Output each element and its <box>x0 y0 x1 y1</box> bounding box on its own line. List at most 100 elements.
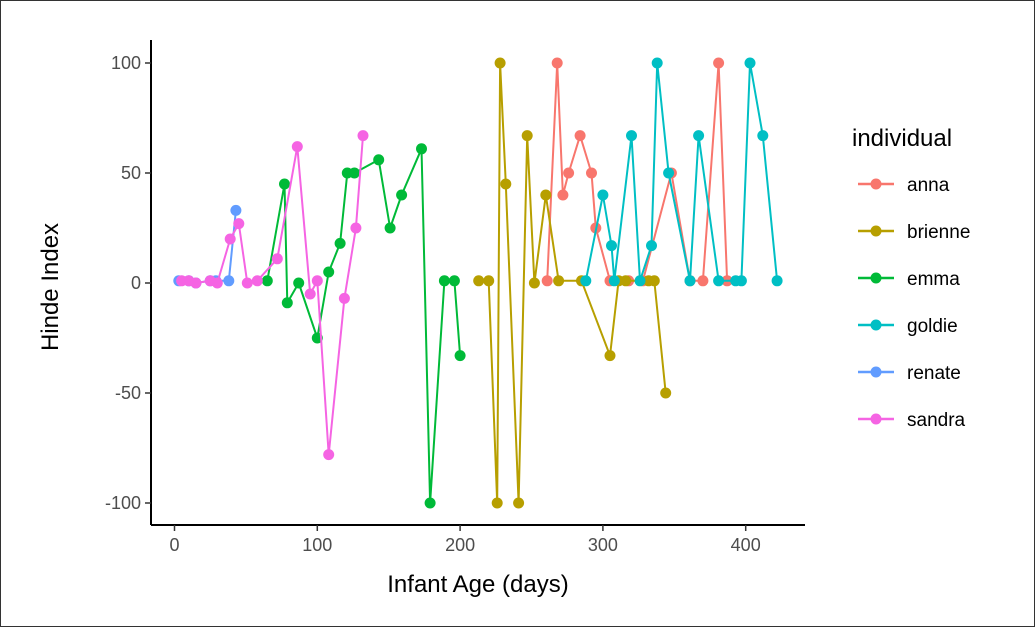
data-point-brienne <box>513 497 525 509</box>
data-point-anna <box>557 189 569 201</box>
y-axis-title: Hinde Index <box>37 223 64 351</box>
data-point-sandra <box>350 222 362 234</box>
data-point-emma <box>448 275 460 287</box>
data-point-sandra <box>224 233 236 245</box>
data-point-emma <box>424 497 436 509</box>
data-point-goldie <box>606 240 617 252</box>
data-point-sandra <box>190 277 202 289</box>
data-point-goldie <box>735 275 747 287</box>
x-tick-label: 400 <box>731 535 761 555</box>
legend-item-renate: renate <box>858 363 961 384</box>
data-point-brienne <box>494 57 506 69</box>
data-point-emma <box>334 237 346 249</box>
data-point-sandra <box>291 141 303 153</box>
data-point-goldie <box>713 275 725 287</box>
data-point-emma <box>348 167 360 179</box>
data-point-emma <box>261 275 273 287</box>
data-point-emma <box>279 178 290 190</box>
y-ticks: -100 -50 0 50 100 <box>105 53 151 513</box>
data-point-brienne <box>521 130 533 142</box>
data-point-renate <box>223 275 235 287</box>
data-point-anna <box>574 130 586 142</box>
legend-title: individual <box>852 125 952 152</box>
series-goldie <box>580 57 783 287</box>
data-point-brienne <box>620 275 632 287</box>
data-point-goldie <box>597 189 609 201</box>
x-tick-label: 0 <box>169 535 179 555</box>
data-point-goldie <box>626 130 637 142</box>
data-point-sandra <box>241 277 253 289</box>
chart-marks <box>173 57 783 509</box>
data-point-brienne <box>540 189 552 201</box>
series-brienne <box>473 57 672 509</box>
data-point-brienne <box>491 497 503 509</box>
legend-label: sandra <box>907 410 966 431</box>
data-point-sandra <box>311 275 323 287</box>
data-point-goldie <box>608 275 620 287</box>
data-point-anna <box>541 275 553 287</box>
legend-item-anna: anna <box>858 175 950 196</box>
legend-key-point <box>870 366 882 378</box>
y-tick-label: 50 <box>121 163 141 183</box>
y-tick-label: -50 <box>115 383 141 403</box>
data-point-emma <box>438 275 450 287</box>
series-sandra <box>176 130 369 461</box>
data-point-sandra <box>323 449 335 461</box>
data-point-emma <box>454 350 466 362</box>
data-point-goldie <box>580 275 592 287</box>
legend-item-brienne: brienne <box>858 222 970 243</box>
data-point-brienne <box>553 275 565 287</box>
data-point-emma <box>293 277 305 289</box>
data-point-goldie <box>757 130 769 142</box>
data-point-brienne <box>473 275 485 287</box>
data-point-brienne <box>528 277 540 289</box>
x-tick-label: 300 <box>588 535 618 555</box>
data-point-anna <box>563 167 575 179</box>
data-point-goldie <box>634 275 646 287</box>
data-point-emma <box>281 297 293 309</box>
x-tick-label: 200 <box>445 535 475 555</box>
data-point-sandra <box>233 218 245 230</box>
data-point-goldie <box>693 130 705 142</box>
data-point-sandra <box>304 288 316 300</box>
data-point-sandra <box>338 292 350 304</box>
legend-key-point <box>870 413 882 425</box>
legend-label: anna <box>907 175 950 196</box>
y-tick-label: -100 <box>105 493 141 513</box>
y-tick-label: 0 <box>131 273 141 293</box>
data-point-goldie <box>684 275 696 287</box>
data-point-emma <box>396 189 408 201</box>
legend-key-point <box>870 178 882 190</box>
data-point-sandra <box>211 277 223 289</box>
data-point-emma <box>323 266 335 278</box>
data-point-brienne <box>500 178 512 190</box>
data-point-sandra <box>251 275 263 287</box>
series-emma <box>261 143 466 509</box>
legend-item-goldie: goldie <box>858 316 958 337</box>
legend-label: goldie <box>907 316 958 337</box>
legend-item-sandra: sandra <box>858 410 966 431</box>
x-tick-label: 100 <box>302 535 332 555</box>
legend-items: anna brienne emma goldie renate sandra <box>858 175 970 431</box>
data-point-sandra <box>357 130 369 142</box>
legend-label: renate <box>907 363 961 384</box>
legend-key-point <box>870 319 882 331</box>
data-point-anna <box>697 275 709 287</box>
legend-label: brienne <box>907 222 970 243</box>
legend-key-point <box>870 272 882 284</box>
legend-item-emma: emma <box>858 269 960 290</box>
data-point-emma <box>416 143 427 155</box>
series-line-emma <box>266 147 462 504</box>
data-point-brienne <box>660 387 672 399</box>
data-point-goldie <box>771 275 783 287</box>
data-point-sandra <box>271 253 283 265</box>
data-point-anna <box>586 167 597 179</box>
series-line-sandra <box>181 135 364 456</box>
legend-key-point <box>870 225 882 237</box>
data-point-goldie <box>744 57 756 69</box>
data-point-goldie <box>651 57 663 69</box>
data-point-brienne <box>483 275 495 287</box>
legend-label: emma <box>907 269 960 290</box>
